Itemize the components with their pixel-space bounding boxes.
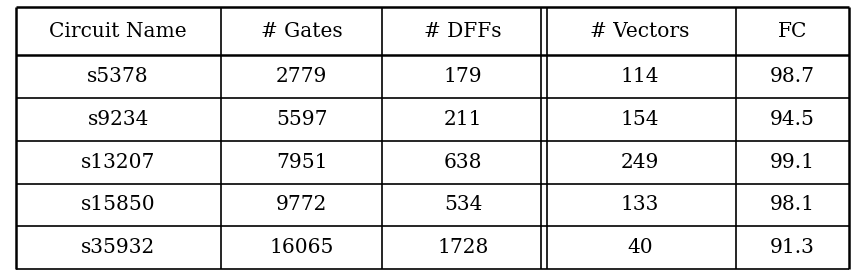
- Text: 249: 249: [621, 153, 659, 172]
- Text: 94.5: 94.5: [770, 110, 815, 129]
- Text: 98.7: 98.7: [770, 67, 815, 86]
- Text: 638: 638: [444, 153, 483, 172]
- Text: 98.1: 98.1: [770, 195, 815, 214]
- Text: 1728: 1728: [438, 238, 489, 257]
- Text: 99.1: 99.1: [770, 153, 815, 172]
- Text: # Gates: # Gates: [260, 22, 343, 41]
- Text: 534: 534: [444, 195, 483, 214]
- Text: s13207: s13207: [81, 153, 156, 172]
- Text: 5597: 5597: [276, 110, 327, 129]
- Text: 40: 40: [627, 238, 653, 257]
- Text: 179: 179: [444, 67, 483, 86]
- Text: 154: 154: [620, 110, 659, 129]
- Text: 133: 133: [621, 195, 659, 214]
- Text: 2779: 2779: [276, 67, 327, 86]
- Text: 211: 211: [444, 110, 483, 129]
- Text: s35932: s35932: [81, 238, 156, 257]
- Text: Circuit Name: Circuit Name: [49, 22, 187, 41]
- Text: s9234: s9234: [87, 110, 149, 129]
- Text: # DFFs: # DFFs: [425, 22, 502, 41]
- Text: 9772: 9772: [276, 195, 327, 214]
- Text: 16065: 16065: [269, 238, 334, 257]
- Text: 7951: 7951: [276, 153, 327, 172]
- Text: 114: 114: [620, 67, 659, 86]
- Text: 91.3: 91.3: [770, 238, 815, 257]
- Text: FC: FC: [778, 22, 807, 41]
- Text: # Vectors: # Vectors: [590, 22, 689, 41]
- Text: s5378: s5378: [87, 67, 149, 86]
- Text: s15850: s15850: [80, 195, 156, 214]
